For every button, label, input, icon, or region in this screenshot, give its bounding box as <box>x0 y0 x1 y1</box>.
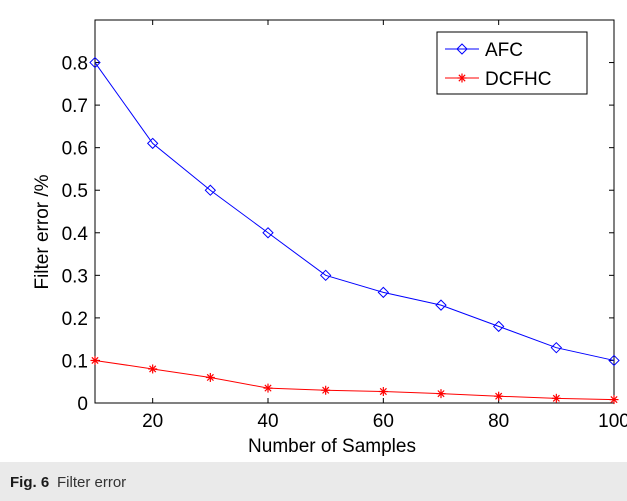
data-point <box>436 389 446 399</box>
marker-stroke <box>91 356 99 365</box>
data-point <box>551 393 561 403</box>
y-tick-label: 0.1 <box>62 351 88 372</box>
marker-stroke <box>149 365 157 373</box>
marker-stroke <box>322 386 330 394</box>
series-afc <box>89 56 620 367</box>
series-dcfhc <box>90 355 619 405</box>
marker-stroke <box>552 394 560 402</box>
y-tick-label: 0.8 <box>62 54 88 75</box>
data-point <box>608 354 620 367</box>
figure-caption: Fig. 6 Filter error <box>0 462 627 501</box>
data-point <box>457 73 467 83</box>
data-point <box>492 320 505 333</box>
x-tick-label: 80 <box>488 411 509 432</box>
caption-text: Filter error <box>57 474 127 491</box>
y-tick-label: 0.7 <box>62 96 88 117</box>
marker-stroke <box>495 392 503 400</box>
data-point <box>146 137 159 150</box>
data-point <box>89 56 101 69</box>
legend-entry: DCFHC <box>445 69 552 90</box>
marker-stroke <box>458 74 466 82</box>
plot-frame <box>94 19 615 404</box>
y-tick-label: 0 <box>77 394 88 415</box>
x-axis-label: Number of Samples <box>248 436 416 457</box>
data-point <box>609 395 619 405</box>
data-point <box>204 184 217 196</box>
legend-label: AFC <box>485 40 523 61</box>
x-tick-label: 100 <box>598 411 627 432</box>
series-line <box>94 62 615 361</box>
y-tick-label: 0.2 <box>62 309 88 330</box>
data-point <box>90 355 100 365</box>
legend-label: DCFHC <box>485 69 552 90</box>
data-point <box>321 385 331 395</box>
y-tick-label: 0.4 <box>62 224 89 245</box>
marker-stroke <box>610 396 618 404</box>
x-tick-label: 20 <box>142 411 163 432</box>
data-point <box>319 269 332 282</box>
marker-stroke <box>206 373 214 382</box>
data-point <box>263 383 273 393</box>
data-point <box>456 43 468 55</box>
data-point <box>435 299 447 311</box>
series-line <box>94 359 615 401</box>
data-point <box>205 372 215 382</box>
legend-entry: AFC <box>445 40 523 61</box>
y-tick-label: 0.3 <box>62 266 88 287</box>
data-point <box>494 391 504 401</box>
marker-stroke <box>264 384 272 392</box>
x-tick-label: 60 <box>373 411 394 432</box>
chart-legend: AFC DCFHC <box>436 31 588 95</box>
data-point <box>550 341 563 354</box>
marker-stroke <box>437 390 445 398</box>
x-tick-label: 40 <box>257 411 278 432</box>
data-point <box>148 364 158 374</box>
y-tick-label: 0.5 <box>62 181 88 202</box>
data-point <box>262 227 274 239</box>
chart-series <box>89 56 620 405</box>
marker-stroke <box>379 387 387 396</box>
y-tick-label: 0.6 <box>62 139 88 160</box>
data-point <box>377 286 390 299</box>
data-point <box>378 387 388 397</box>
caption-label: Fig. 6 <box>10 474 50 491</box>
y-axis-label: Filter error /% <box>32 174 53 289</box>
legend-box <box>436 31 588 95</box>
